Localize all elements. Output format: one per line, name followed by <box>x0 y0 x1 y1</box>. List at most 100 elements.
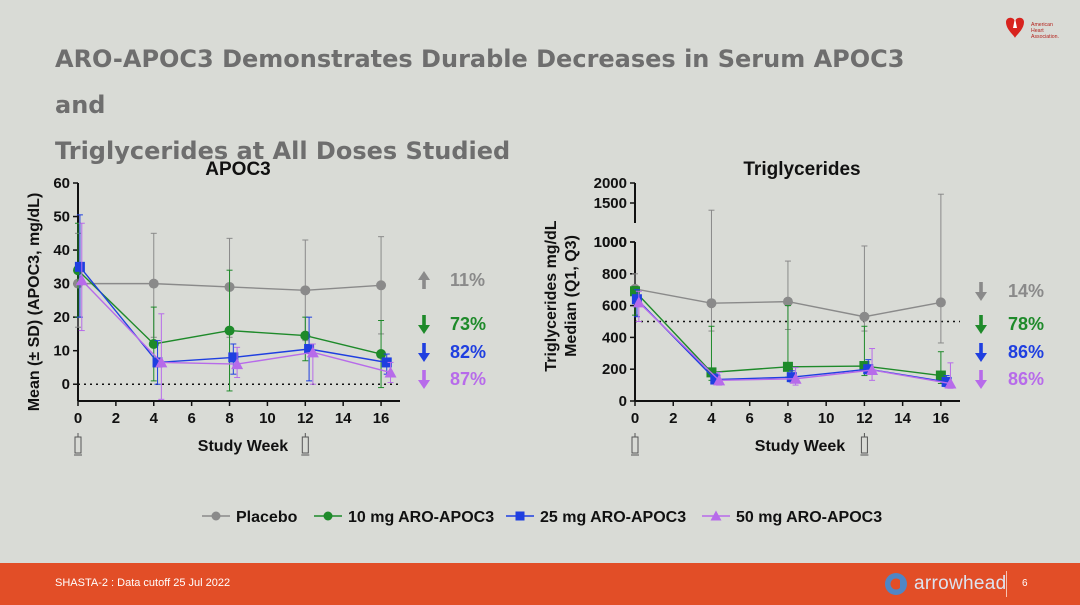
legend-marker <box>211 511 221 521</box>
apoc3-change-label: 82% <box>450 342 486 362</box>
arrowhead-icon <box>885 573 907 595</box>
syringe-icon <box>301 433 310 456</box>
tg-data-point <box>786 372 797 383</box>
footer-text: SHASTA-2 : Data cutoff 25 Jul 2022 <box>55 577 231 589</box>
legend-label: Placebo <box>236 509 298 526</box>
tg-data-point <box>859 311 870 322</box>
tg-y-axis-label-1: Triglycerides mg/dL <box>543 220 560 371</box>
tg-x-tick-label: 0 <box>631 410 639 427</box>
tg-change-arrow-shaft <box>979 282 983 292</box>
apoc3-change-arrow-head <box>418 325 430 334</box>
tg-change-arrow-head <box>975 292 987 301</box>
tg-y-tick-label: 0 <box>619 393 627 410</box>
legend-label: 10 mg ARO-APOC3 <box>348 509 494 526</box>
tg-x-axis-label: Study Week <box>755 438 846 455</box>
tg-x-tick-label: 10 <box>818 410 835 427</box>
apoc3-data-point <box>306 346 319 358</box>
syringe-icon <box>74 433 82 456</box>
tg-y-tick-label: 600 <box>602 298 627 315</box>
apoc3-change-label: 87% <box>450 369 486 389</box>
apoc3-data-point <box>300 330 311 341</box>
tg-change-arrow-head <box>975 380 987 389</box>
apoc3-data-point <box>75 274 88 286</box>
apoc3-chart-title: APOC3 <box>205 159 270 180</box>
tg-data-point <box>944 377 957 389</box>
apoc3-x-tick-label: 10 <box>259 410 276 427</box>
syringe-barrel <box>301 436 309 454</box>
apoc3-y-tick-label: 30 <box>53 276 70 293</box>
apoc3-data-point <box>148 278 159 289</box>
apoc3-x-tick-label: 0 <box>74 410 82 427</box>
page-number: 6 <box>1022 578 1028 589</box>
apoc3-change-arrow-head <box>418 380 430 389</box>
apoc3-x-tick-label: 16 <box>373 410 390 427</box>
tg-y-axis-label-2: Median (Q1, Q3) <box>563 235 580 357</box>
legend: Placebo 10 mg ARO-APOC3 25 mg ARO-APOC3 50 … <box>202 509 882 526</box>
tg-change-label: 14% <box>1008 281 1044 301</box>
slide-title: ARO-APOC3 Demonstrates Durable Decreases… <box>55 36 955 174</box>
tg-x-tick-label: 6 <box>746 410 754 427</box>
apoc3-change-arrow-shaft <box>422 343 426 353</box>
tg-data-point <box>630 286 640 297</box>
tg-data-point <box>782 361 793 372</box>
brand-name: arrowhead <box>914 573 1007 594</box>
logo-text-1: American <box>1031 22 1053 28</box>
apoc3-x-tick-label: 2 <box>112 410 120 427</box>
apoc3-change-arrow-shaft <box>422 315 426 325</box>
syringe-barrel <box>860 436 868 454</box>
tg-data-point <box>713 374 726 386</box>
tg-data-point <box>935 297 946 308</box>
triglycerides-chart: Triglycerides020040060080010001000150020… <box>543 159 1044 456</box>
arrowhead-logo: arrowhead <box>884 572 1006 596</box>
tg-data-point <box>706 298 717 309</box>
apoc3-change-arrow-head <box>418 353 430 362</box>
tg-x-tick-label: 8 <box>784 410 792 427</box>
syringe-icon <box>631 433 639 456</box>
apoc3-change-label: 73% <box>450 314 486 334</box>
tg-x-tick-label: 16 <box>933 410 950 427</box>
title-line-2: Triglycerides at All Doses Studied <box>55 137 511 165</box>
apoc3-data-point <box>148 338 159 349</box>
tg-change-label: 86% <box>1008 342 1044 362</box>
tg-change-label: 86% <box>1008 369 1044 389</box>
apoc3-y-tick-label: 20 <box>53 309 70 326</box>
tg-data-point <box>935 370 946 381</box>
apoc3-x-tick-label: 14 <box>335 410 352 427</box>
tg-data-point <box>632 296 645 308</box>
tg-data-point <box>863 364 874 375</box>
apoc3-change-arrow-shaft <box>422 370 426 380</box>
footer-bar: SHASTA-2 : Data cutoff 25 Jul 2022 arrow… <box>0 563 1080 605</box>
syringe-barrel <box>74 436 82 454</box>
apoc3-data-point <box>74 261 85 272</box>
logo-text-2: Heart <box>1031 28 1044 34</box>
apoc3-data-point <box>304 344 315 355</box>
apoc3-data-point <box>376 280 387 291</box>
apoc3-data-point <box>152 357 163 368</box>
tg-data-point <box>631 294 642 305</box>
apoc3-change-label: 11% <box>450 270 485 290</box>
apoc3-data-point <box>228 352 239 363</box>
legend-marker <box>515 511 525 521</box>
legend-label: 50 mg ARO-APOC3 <box>736 509 882 526</box>
apoc3-data-point <box>384 366 397 378</box>
apoc3-x-tick-label: 8 <box>225 410 233 427</box>
tg-change-arrow-head <box>975 353 987 362</box>
apoc3-data-point <box>231 358 244 370</box>
tg-data-point <box>782 296 793 307</box>
torch-icon <box>1013 18 1017 28</box>
tg-y-tick-label: 1000 <box>594 234 627 251</box>
tg-data-point <box>789 372 802 384</box>
legend-marker <box>323 511 333 521</box>
apoc3-y-tick-label: 0 <box>62 376 70 393</box>
apoc3-change-arrow-head <box>418 271 430 280</box>
apoc3-chart: APOC3 0 10 20 30 40 50 60 0 2 4 6 8 10 12 14 16 Study Wee… <box>26 159 486 456</box>
tg-y-tick-label: 800 <box>602 266 627 283</box>
apoc3-x-tick-label: 6 <box>187 410 195 427</box>
tg-change-arrow-head <box>975 325 987 334</box>
apoc3-y-axis-label: Mean (± SD) (APOC3, mg/dL) <box>26 193 43 412</box>
tg-change-arrow-shaft <box>979 315 983 325</box>
apoc3-y-tick-label: 50 <box>53 209 70 226</box>
apoc3-y-tick-label: 40 <box>53 242 70 259</box>
footer-separator <box>1006 571 1007 597</box>
